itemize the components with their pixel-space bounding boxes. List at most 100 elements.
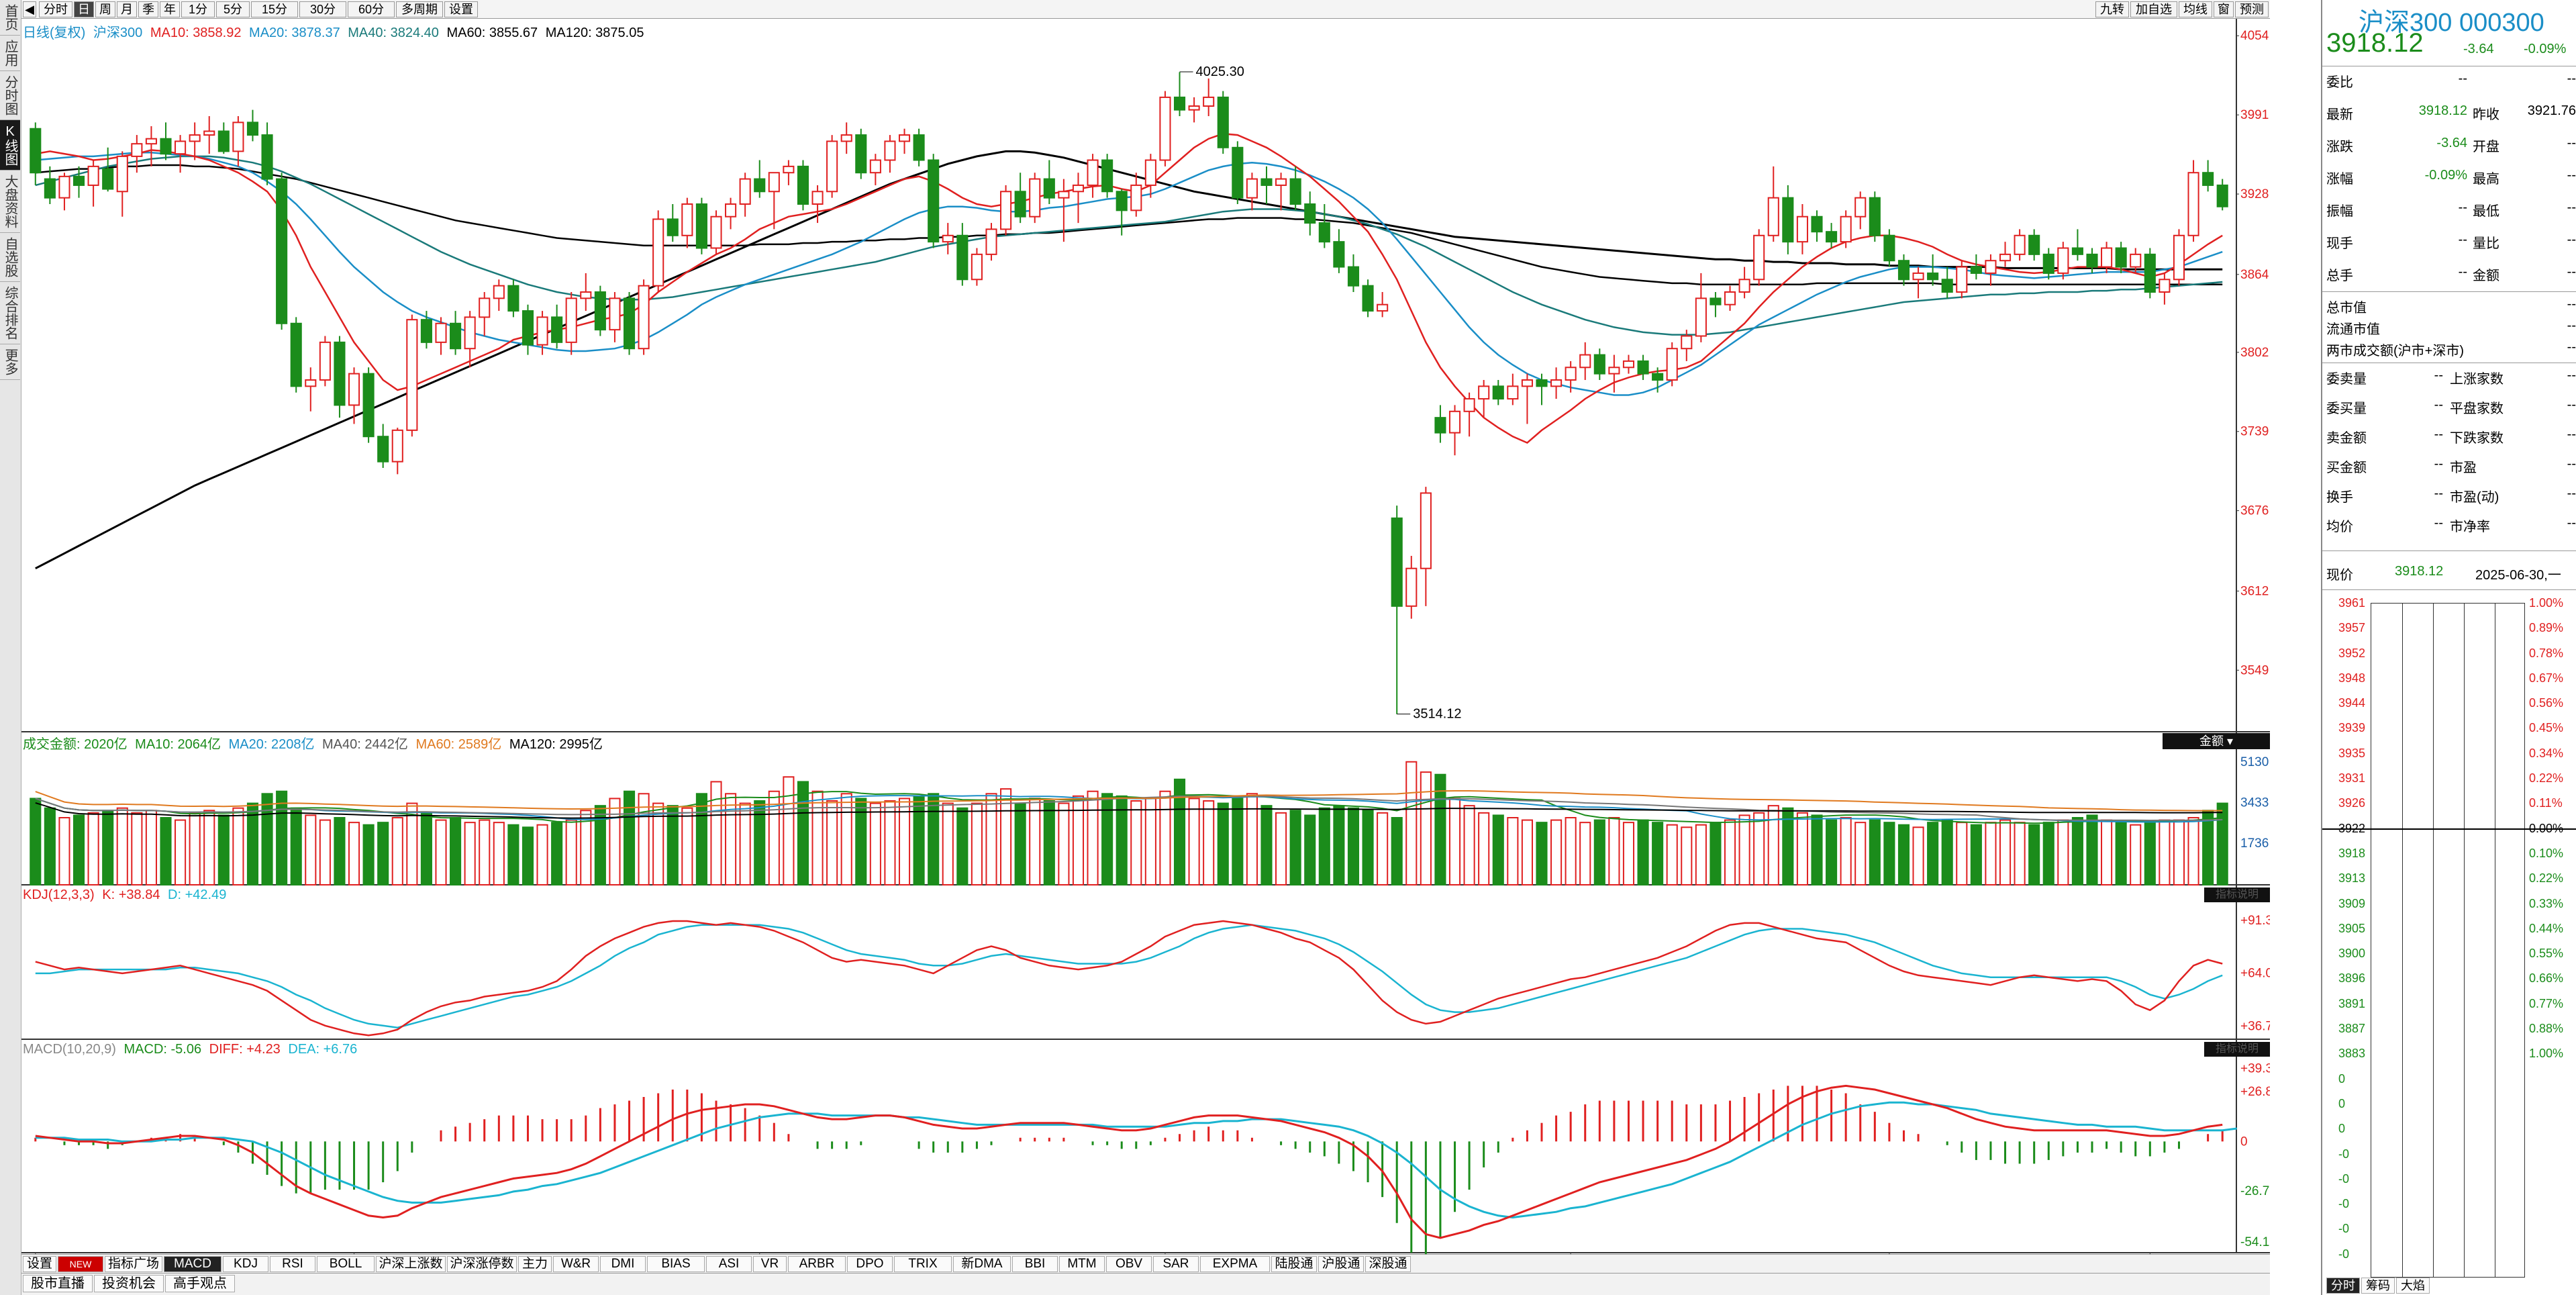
tool-2[interactable]: 均线 — [2179, 1, 2212, 17]
candle-body-23 — [362, 373, 375, 438]
indicator-tab-17[interactable]: TRIX — [894, 1256, 952, 1272]
quote-tab-1[interactable]: 筹码 — [2361, 1278, 2395, 1294]
indicator-tab-24[interactable]: 陆股通 — [1271, 1256, 1317, 1272]
indicator-tab-9[interactable]: 主力 — [518, 1256, 552, 1272]
candle-body-93 — [1377, 303, 1389, 312]
now-date: 2025-06-30,一 — [2475, 568, 2561, 583]
sidebar-item-1[interactable]: 应用 — [0, 36, 20, 71]
volume-bar-99 — [1463, 805, 1475, 885]
volume-bar-33 — [507, 824, 519, 885]
volume-bar-144 — [2115, 822, 2127, 885]
indicator-tab-19[interactable]: BBI — [1012, 1256, 1058, 1272]
candle-body-83 — [1232, 146, 1244, 199]
tool-0[interactable]: 九转 — [2095, 1, 2129, 17]
indicator-tab-10[interactable]: W&R — [553, 1256, 599, 1272]
indicator-tab-8[interactable]: 沪深涨停数 — [447, 1256, 517, 1272]
volume-bar-37 — [565, 819, 577, 885]
ma120-line — [35, 150, 2223, 570]
period-12[interactable]: 设置 — [444, 1, 478, 17]
sidebar-item-6[interactable]: 综合排名 — [0, 282, 20, 344]
candle-body-115 — [1695, 297, 1707, 337]
sidebar-item-3[interactable]: K线图 — [0, 120, 20, 171]
indicator-tab-12[interactable]: BIAS — [647, 1256, 705, 1272]
indicator-tab-13[interactable]: ASI — [706, 1256, 752, 1272]
kline-chart[interactable]: 4054 3991 3928 3864 3802 3739 3676 3612 3549 4025… — [21, 19, 2270, 1269]
period-0[interactable]: 分时 — [39, 1, 72, 17]
period-11[interactable]: 多周期 — [396, 1, 443, 17]
period-8[interactable]: 15分 — [251, 1, 298, 17]
indicator-tab-16[interactable]: DPO — [847, 1256, 893, 1272]
indicator-tab-11[interactable]: DMI — [600, 1256, 646, 1272]
candle-body-65 — [971, 253, 983, 281]
volume-bar-119 — [1753, 812, 1765, 886]
order-label-0: 委卖量 — [2326, 372, 2367, 387]
stat-value-4: -- — [2567, 486, 2576, 501]
volume-bar-122 — [1796, 812, 1808, 886]
volume-bar-25 — [391, 817, 403, 885]
indicator-tab-7[interactable]: 沪深上涨数 — [376, 1256, 446, 1272]
kdj-help-button[interactable]: 指标说明 — [2204, 888, 2270, 902]
sidebar-item-0[interactable]: 首页 — [0, 0, 20, 36]
ladder-price-26: -0 — [2338, 1247, 2350, 1261]
indicator-tab-14[interactable]: VR — [753, 1256, 787, 1272]
collapse-left-icon[interactable]: ◀ — [23, 1, 36, 17]
macd-axis-label-0: +39.31 — [2240, 1062, 2270, 1076]
quote-label2-2: 开盘 — [2473, 140, 2499, 154]
volume-bar-142 — [2086, 814, 2098, 886]
indicator-tab-20[interactable]: MTM — [1059, 1256, 1105, 1272]
volume-bar-55 — [826, 800, 838, 885]
candle-body-38 — [580, 291, 592, 299]
volume-mode-dropdown[interactable]: 金额 ▾ — [2163, 733, 2270, 749]
indicator-tab-26[interactable]: 深股通 — [1365, 1256, 1411, 1272]
indicator-tab-6[interactable]: BOLL — [317, 1256, 375, 1272]
candle-body-6 — [116, 155, 128, 193]
volume-bar-112 — [1652, 822, 1664, 885]
period-2[interactable]: 周 — [95, 1, 115, 17]
indicator-tab-0[interactable]: 设置 — [23, 1256, 56, 1272]
period-5[interactable]: 年 — [160, 1, 180, 17]
volume-bar-4 — [87, 812, 99, 886]
volume-bar-69 — [1029, 798, 1041, 886]
indicator-tab-1[interactable]: NEW — [58, 1256, 103, 1272]
period-7[interactable]: 5分 — [216, 1, 250, 17]
indicator-tab-15[interactable]: ARBR — [788, 1256, 846, 1272]
volume-bar-13 — [217, 814, 230, 886]
indicator-tab-23[interactable]: EXPMA — [1200, 1256, 1270, 1272]
volume-bar-19 — [305, 814, 317, 886]
period-9[interactable]: 30分 — [299, 1, 346, 17]
quote-panel: 沪深300 000300 3918.12 -3.64 -0.09% 委比 -- --… — [2321, 0, 2576, 1295]
indicator-tab-5[interactable]: RSI — [270, 1256, 315, 1272]
candle-body-129 — [1897, 260, 1910, 281]
candle-body-120 — [1767, 197, 1779, 236]
tool-1[interactable]: 加自选 — [2130, 1, 2177, 17]
indicator-tab-2[interactable]: 指标广场 — [105, 1256, 162, 1272]
indicator-tab-21[interactable]: OBV — [1106, 1256, 1152, 1272]
sidebar-item-2[interactable]: 分时图 — [0, 71, 20, 120]
volume-bar-27 — [420, 812, 432, 886]
period-10[interactable]: 60分 — [348, 1, 395, 17]
indicator-tab-18[interactable]: 新DMA — [953, 1256, 1011, 1272]
period-3[interactable]: 月 — [117, 1, 137, 17]
footer-tab-1[interactable]: 投资机会 — [94, 1275, 164, 1292]
indicator-tab-4[interactable]: KDJ — [223, 1256, 268, 1272]
period-4[interactable]: 季 — [138, 1, 158, 17]
market-value-2: -- — [2567, 340, 2576, 354]
tool-3[interactable]: 窗 — [2214, 1, 2234, 17]
period-6[interactable]: 1分 — [181, 1, 215, 17]
volume-bar-135 — [1985, 822, 1997, 885]
sidebar-item-7[interactable]: 更多 — [0, 344, 20, 380]
indicator-tab-3[interactable]: MACD — [164, 1256, 221, 1272]
sidebar-item-4[interactable]: 大盘资料 — [0, 171, 20, 233]
candle-body-148 — [2173, 234, 2185, 281]
period-1[interactable]: 日 — [74, 1, 94, 17]
candle-body-100 — [1478, 385, 1490, 400]
sidebar-item-5[interactable]: 自选股 — [0, 233, 20, 282]
quote-tab-0[interactable]: 分时 — [2326, 1278, 2360, 1294]
indicator-tab-22[interactable]: SAR — [1153, 1256, 1199, 1272]
tool-4[interactable]: 预测 — [2235, 1, 2269, 17]
footer-tab-0[interactable]: 股市直播 — [23, 1275, 93, 1292]
quote-tab-2[interactable]: 大焰 — [2396, 1278, 2430, 1294]
macd-help-button[interactable]: 指标说明 — [2204, 1042, 2270, 1057]
footer-tab-2[interactable]: 高手观点 — [165, 1275, 235, 1292]
indicator-tab-25[interactable]: 沪股通 — [1318, 1256, 1364, 1272]
